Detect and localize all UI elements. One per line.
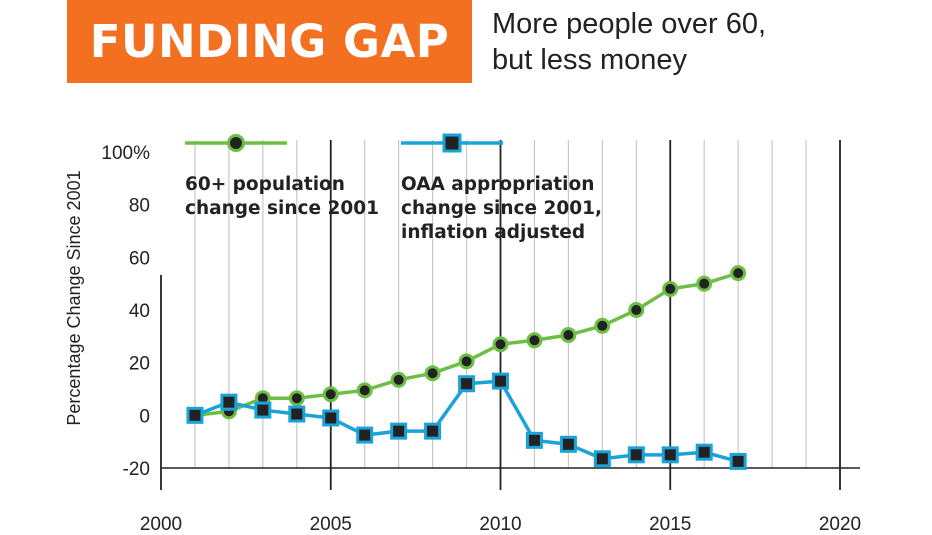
subtitle: More people over 60, but less money bbox=[492, 6, 912, 78]
data-point-population bbox=[696, 275, 713, 292]
y-tick-label: 80 bbox=[129, 196, 150, 217]
legend-label: inflation adjusted bbox=[401, 222, 585, 243]
data-point-oaa bbox=[593, 450, 611, 468]
data-point-population bbox=[492, 336, 509, 353]
x-tick-label: 2000 bbox=[140, 514, 182, 535]
x-tick-label: 2020 bbox=[819, 514, 861, 535]
x-tick-label: 2010 bbox=[479, 514, 521, 535]
data-point-oaa bbox=[356, 426, 374, 444]
data-point-population bbox=[662, 280, 679, 297]
legend-label: change since 2001 bbox=[185, 198, 379, 219]
data-point-oaa bbox=[288, 405, 306, 423]
data-point-population bbox=[322, 386, 339, 403]
x-tick-label: 2015 bbox=[649, 514, 691, 535]
data-point-oaa bbox=[220, 393, 238, 411]
data-point-oaa bbox=[424, 422, 442, 440]
data-point-oaa bbox=[695, 443, 713, 461]
data-point-population bbox=[594, 317, 611, 334]
data-point-population bbox=[730, 265, 747, 282]
y-tick-label: 60 bbox=[129, 248, 150, 269]
data-point-oaa bbox=[458, 375, 476, 393]
data-point-oaa bbox=[525, 431, 543, 449]
legend: 60+ population change since 2001 OAA appro… bbox=[185, 133, 602, 243]
data-point-population bbox=[458, 353, 475, 370]
data-point-population bbox=[390, 371, 407, 388]
data-point-population bbox=[526, 332, 543, 349]
data-point-oaa bbox=[254, 401, 272, 419]
data-point-oaa bbox=[390, 422, 408, 440]
data-point-oaa bbox=[729, 452, 747, 470]
y-tick-label: 0 bbox=[139, 406, 150, 427]
data-point-oaa bbox=[627, 446, 645, 464]
data-point-oaa bbox=[661, 446, 679, 464]
legend-label: 60+ population bbox=[185, 174, 345, 195]
legend-label: change since 2001, bbox=[401, 198, 602, 219]
data-point-population bbox=[424, 365, 441, 382]
data-point-oaa bbox=[492, 372, 509, 390]
legend-label: OAA appropriation bbox=[401, 174, 594, 195]
title-badge: FUNDING GAP bbox=[67, 0, 472, 83]
y-tick-label: 100% bbox=[101, 143, 150, 164]
subtitle-line-2: but less money bbox=[492, 44, 688, 76]
data-point-population bbox=[628, 302, 645, 318]
y-tick-label: -20 bbox=[123, 459, 150, 480]
data-point-population bbox=[356, 382, 373, 399]
y-axis-title: Percentage Change Since 2001 bbox=[64, 170, 84, 425]
y-tick-label: 20 bbox=[129, 354, 150, 375]
subtitle-line-1: More people over 60, bbox=[492, 8, 767, 40]
data-point-oaa bbox=[322, 409, 340, 427]
title-badge-text: FUNDING GAP bbox=[89, 15, 450, 68]
data-point-oaa bbox=[559, 435, 577, 453]
legend-marker-oaa bbox=[442, 133, 462, 153]
series-group bbox=[186, 265, 747, 470]
x-tick-label: 2005 bbox=[310, 514, 352, 535]
data-point-population bbox=[560, 327, 577, 344]
data-point-population bbox=[288, 390, 305, 407]
axes: 100% 80 60 40 20 0 -20 2000 2005 2010 2015 2020 Perc… bbox=[64, 143, 861, 535]
legend-marker-population bbox=[227, 134, 245, 152]
data-point-oaa bbox=[186, 406, 204, 424]
y-tick-label: 40 bbox=[129, 301, 150, 322]
